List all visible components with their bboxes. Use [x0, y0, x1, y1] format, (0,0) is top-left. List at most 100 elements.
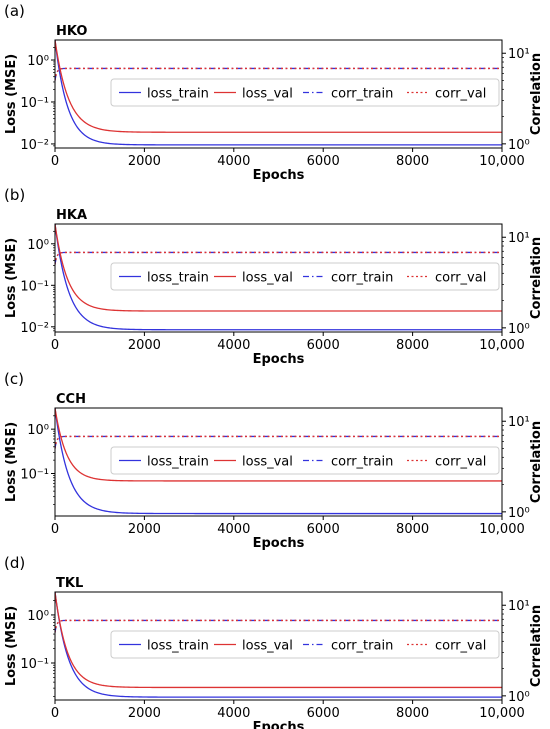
y2-axis-label: Correlation [529, 53, 544, 135]
x-tick-label: 4000 [217, 338, 250, 353]
y2-axis-label: Correlation [529, 237, 544, 319]
y-tick-label: 10⁻¹ [20, 657, 49, 672]
x-tick-label: 4000 [217, 154, 250, 169]
x-tick-label: 6000 [307, 522, 340, 537]
panel-title: HKO [56, 24, 87, 39]
series-line-loss-train [55, 224, 502, 331]
x-axis-label: Epochs [253, 536, 305, 551]
y2-tick-label: 10¹ [508, 599, 530, 614]
legend-label: corr_train [331, 455, 393, 470]
x-tick-label: 0 [51, 338, 59, 353]
legend-label: corr_val [435, 87, 486, 102]
legend-label: corr_train [331, 87, 393, 102]
y-tick-label: 10⁰ [27, 423, 49, 438]
y-axis-label: Loss (MSE) [4, 54, 19, 134]
series-group [55, 592, 502, 698]
legend-label: corr_val [435, 455, 486, 470]
x-axis-label: Epochs [253, 168, 305, 183]
y2-tick-label: 10¹ [508, 47, 530, 62]
series-line-corr-val [55, 251, 502, 265]
panel-letter: (d) [4, 554, 25, 572]
legend-label: loss_val [242, 639, 293, 654]
legend: loss_train loss_val corr_train corr_val [110, 446, 500, 475]
legend-label: corr_train [331, 271, 393, 286]
y-axis-label: Loss (MSE) [4, 606, 19, 686]
y-tick-label: 10⁰ [27, 609, 49, 624]
x-tick-label: 4000 [217, 706, 250, 721]
x-tick-label: 2000 [128, 522, 161, 537]
series-line-loss-train [55, 408, 502, 515]
legend-label: loss_train [147, 455, 209, 470]
plot-frame [54, 39, 503, 149]
x-tick-label: 0 [51, 522, 59, 537]
y-tick-label: 10⁻¹ [20, 279, 49, 294]
legend-label: loss_train [147, 87, 209, 102]
series-group [55, 40, 502, 146]
legend: loss_train loss_val corr_train corr_val [110, 78, 500, 107]
plot-frame [54, 591, 503, 701]
series-line-loss-val [55, 408, 502, 482]
legend-label: loss_val [242, 271, 293, 286]
panel-title: HKA [56, 208, 87, 223]
y2-tick-label: 10¹ [508, 231, 530, 246]
legend-label: loss_train [147, 639, 209, 654]
x-tick-label: 2000 [128, 706, 161, 721]
y2-tick-label: 10⁰ [508, 138, 530, 153]
legend-label: loss_val [242, 455, 293, 470]
x-tick-label: 8000 [396, 154, 429, 169]
y2-tick-label: 10⁰ [508, 506, 530, 521]
plot-frame [54, 407, 503, 517]
plot-frame [54, 223, 503, 333]
panel-letter: (c) [4, 370, 24, 388]
x-tick-label: 10,000 [479, 706, 525, 721]
series-line-loss-val [55, 40, 502, 133]
legend-label: loss_val [242, 87, 293, 102]
y-tick-label: 10⁻² [20, 321, 49, 336]
series-line-corr-val [55, 435, 502, 449]
y2-tick-label: 10⁰ [508, 690, 530, 705]
series-line-loss-val [55, 224, 502, 312]
panel-letter: (a) [4, 2, 25, 20]
series-line-loss-train [55, 40, 502, 146]
x-tick-label: 2000 [128, 338, 161, 353]
x-tick-label: 6000 [307, 706, 340, 721]
y-axis-label: Loss (MSE) [4, 238, 19, 318]
y2-tick-label: 10⁰ [508, 322, 530, 337]
series-group [55, 224, 502, 331]
legend-label: loss_train [147, 271, 209, 286]
series-group [55, 408, 502, 515]
series-line-corr-val [55, 67, 502, 81]
y2-tick-label: 10¹ [508, 415, 530, 430]
x-tick-label: 10,000 [479, 154, 525, 169]
y-tick-label: 10⁻² [20, 138, 49, 153]
x-tick-label: 4000 [217, 522, 250, 537]
panel-title: TKL [56, 576, 83, 591]
legend-label: corr_val [435, 639, 486, 654]
y2-axis-label: Correlation [529, 605, 544, 687]
series-line-corr-val [55, 619, 502, 633]
x-tick-label: 6000 [307, 154, 340, 169]
x-tick-label: 2000 [128, 154, 161, 169]
x-tick-label: 6000 [307, 338, 340, 353]
y-tick-label: 10⁻¹ [20, 96, 49, 111]
y-tick-label: 10⁰ [27, 54, 49, 69]
y-axis-label: Loss (MSE) [4, 422, 19, 502]
x-tick-label: 0 [51, 706, 59, 721]
x-tick-label: 8000 [396, 522, 429, 537]
legend-label: corr_val [435, 271, 486, 286]
x-tick-label: 10,000 [479, 522, 525, 537]
y2-axis-label: Correlation [529, 421, 544, 503]
panel-title: CCH [56, 392, 86, 407]
y-tick-label: 10⁰ [27, 238, 49, 253]
panel-letter: (b) [4, 186, 25, 204]
legend: loss_train loss_val corr_train corr_val [110, 262, 500, 291]
x-tick-label: 8000 [396, 338, 429, 353]
x-tick-label: 8000 [396, 706, 429, 721]
x-axis-label: Epochs [253, 352, 305, 367]
x-tick-label: 10,000 [479, 338, 525, 353]
